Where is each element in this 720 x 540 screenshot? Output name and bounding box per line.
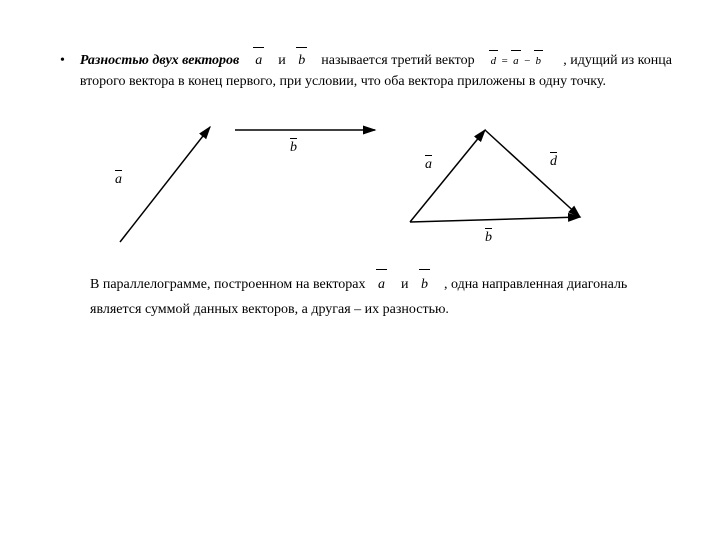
vector-a-arrow xyxy=(120,127,210,242)
bullet: • xyxy=(60,50,65,71)
vector-b-inline: b xyxy=(296,50,307,71)
parallelogram-paragraph: В параллелограмме, построенном на вектор… xyxy=(60,272,680,322)
tri-vector-b-arrow xyxy=(410,217,580,222)
para2-vec-b: b xyxy=(419,272,430,297)
formula: d = a − b xyxy=(489,55,546,67)
para2-vec-a: a xyxy=(376,272,387,297)
diagram-svg xyxy=(80,112,640,252)
vector-a-inline: a xyxy=(253,50,264,71)
label-b-top: b xyxy=(290,140,297,156)
formula-d: d xyxy=(489,53,499,70)
trail-comma: , xyxy=(563,53,567,68)
content: • Разностью двух векторов a и b называет… xyxy=(0,0,720,322)
label-a-tri: a xyxy=(425,157,432,173)
text-mid2: называется третий вектор xyxy=(321,53,478,68)
label-b-tri: b xyxy=(485,230,492,246)
definition-paragraph: • Разностью двух векторов a и b называет… xyxy=(60,50,680,92)
label-a-left: a xyxy=(115,172,122,188)
vector-diagram: a b a b d xyxy=(80,112,640,252)
formula-b: b xyxy=(534,53,544,70)
label-d-tri: d xyxy=(550,154,557,170)
para2-mid: и xyxy=(401,277,412,292)
tri-vector-d-arrow xyxy=(485,130,580,217)
para2-lead: В параллелограмме, построенном на вектор… xyxy=(90,277,369,292)
bold-lead: Разностью двух векторов xyxy=(80,53,239,68)
formula-a: a xyxy=(511,53,521,70)
definition-body: Разностью двух векторов a и b называется… xyxy=(80,50,680,92)
text-mid1: и xyxy=(278,53,289,68)
tri-vector-a-arrow xyxy=(410,130,485,222)
